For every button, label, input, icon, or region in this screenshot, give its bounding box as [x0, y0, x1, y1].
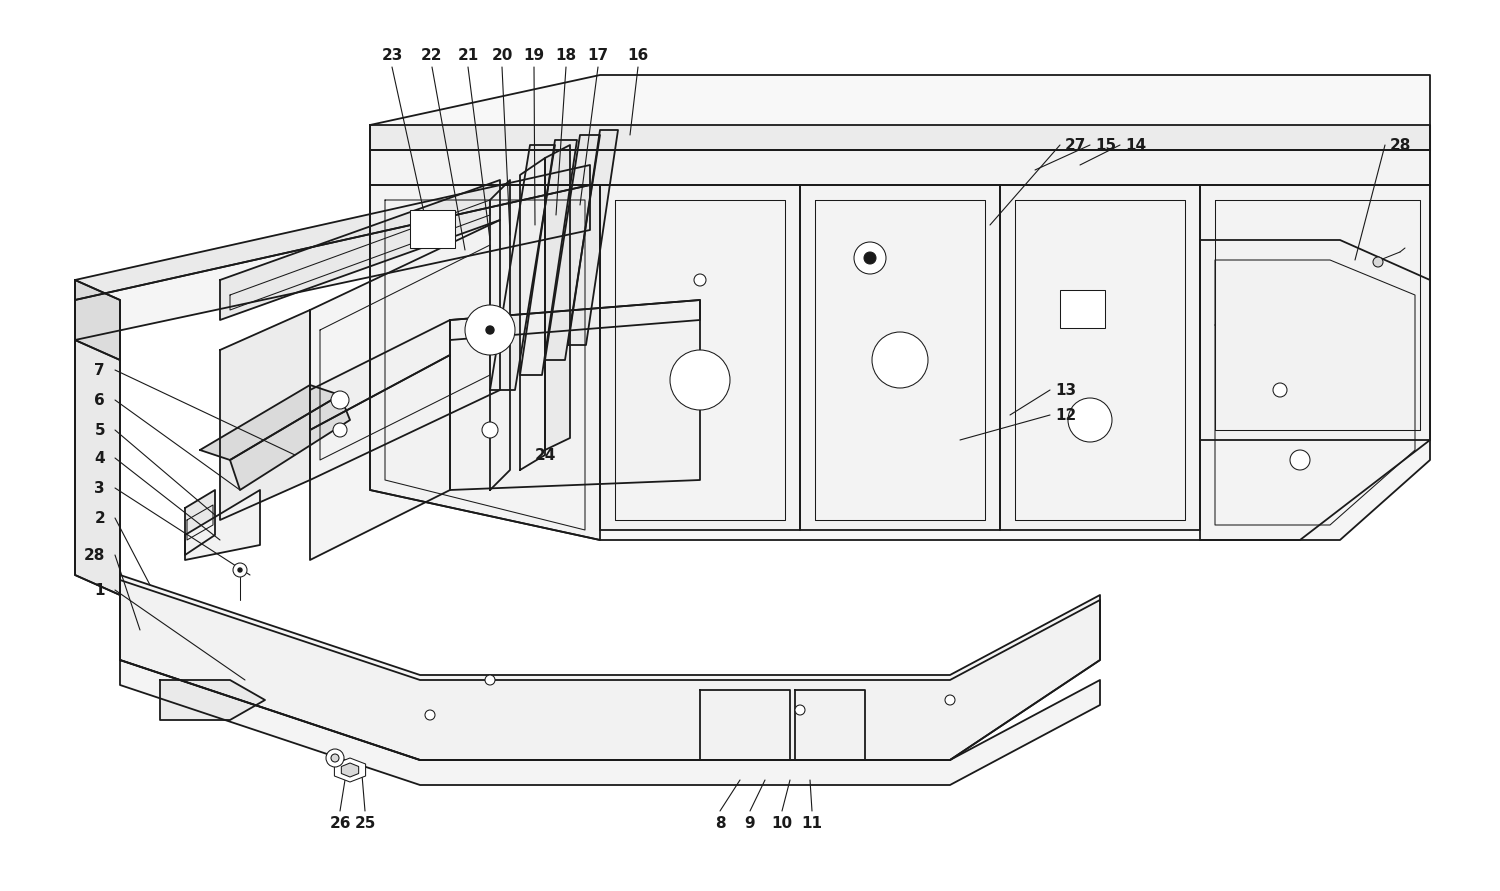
Polygon shape	[334, 758, 366, 782]
Text: 5: 5	[94, 422, 105, 437]
Polygon shape	[120, 575, 1100, 760]
Polygon shape	[490, 145, 555, 390]
Text: 25: 25	[354, 815, 375, 830]
Polygon shape	[544, 145, 570, 450]
Text: 3: 3	[94, 480, 105, 495]
Polygon shape	[1200, 240, 1429, 540]
Bar	[410, 210, 454, 248]
Polygon shape	[310, 355, 450, 560]
Circle shape	[1274, 383, 1287, 397]
Polygon shape	[800, 185, 1000, 530]
Text: 28: 28	[84, 547, 105, 562]
Text: 12: 12	[1054, 407, 1076, 422]
Polygon shape	[220, 180, 500, 320]
Circle shape	[332, 754, 339, 762]
Text: 9: 9	[744, 815, 756, 830]
Text: 7: 7	[94, 363, 105, 378]
Circle shape	[424, 710, 435, 720]
Circle shape	[333, 423, 346, 437]
Circle shape	[332, 391, 350, 409]
Polygon shape	[544, 135, 600, 360]
Text: 19: 19	[524, 47, 544, 62]
Polygon shape	[310, 320, 450, 430]
Circle shape	[232, 563, 248, 577]
Text: 24: 24	[534, 447, 555, 462]
Polygon shape	[450, 300, 700, 340]
Bar	[1060, 290, 1106, 328]
Polygon shape	[342, 763, 358, 777]
Circle shape	[670, 350, 730, 410]
Circle shape	[326, 749, 344, 767]
Polygon shape	[795, 690, 865, 760]
Circle shape	[484, 675, 495, 685]
Circle shape	[853, 242, 886, 274]
Text: 10: 10	[771, 815, 792, 830]
Text: 23: 23	[381, 47, 402, 62]
Text: 18: 18	[555, 47, 576, 62]
Polygon shape	[370, 75, 1430, 540]
Circle shape	[694, 274, 706, 286]
Text: 8: 8	[714, 815, 726, 830]
Text: 20: 20	[492, 47, 513, 62]
Polygon shape	[520, 158, 544, 470]
Circle shape	[465, 305, 514, 355]
Text: 17: 17	[588, 47, 609, 62]
Circle shape	[238, 568, 242, 572]
Circle shape	[871, 332, 928, 388]
Polygon shape	[75, 165, 590, 300]
Circle shape	[486, 326, 494, 334]
Text: 14: 14	[1125, 137, 1146, 152]
Polygon shape	[75, 340, 120, 595]
Polygon shape	[600, 185, 800, 530]
Polygon shape	[1000, 185, 1200, 530]
Polygon shape	[200, 385, 340, 460]
Text: 22: 22	[422, 47, 442, 62]
Polygon shape	[490, 180, 510, 490]
Polygon shape	[370, 125, 1430, 150]
Text: 27: 27	[1065, 137, 1086, 152]
Polygon shape	[700, 690, 790, 760]
Polygon shape	[1200, 185, 1429, 440]
Polygon shape	[120, 660, 1100, 785]
Text: 6: 6	[94, 393, 105, 407]
Text: 4: 4	[94, 451, 105, 465]
Polygon shape	[75, 280, 120, 595]
Text: 15: 15	[1095, 137, 1116, 152]
Polygon shape	[75, 280, 120, 360]
Polygon shape	[370, 185, 600, 540]
Text: 13: 13	[1054, 382, 1076, 397]
Circle shape	[482, 422, 498, 438]
Polygon shape	[220, 310, 310, 520]
Polygon shape	[370, 150, 1430, 185]
Circle shape	[1068, 398, 1112, 442]
Polygon shape	[75, 185, 590, 340]
Text: 11: 11	[801, 815, 822, 830]
Circle shape	[1290, 450, 1310, 470]
Circle shape	[945, 695, 956, 705]
Polygon shape	[310, 220, 500, 480]
Text: 21: 21	[458, 47, 478, 62]
Polygon shape	[230, 395, 350, 490]
Polygon shape	[450, 300, 700, 490]
Polygon shape	[520, 140, 578, 375]
Text: 2: 2	[94, 511, 105, 526]
Polygon shape	[184, 490, 214, 555]
Text: 1: 1	[94, 583, 105, 598]
Text: 16: 16	[627, 47, 648, 62]
Text: 28: 28	[1390, 137, 1411, 152]
Circle shape	[864, 252, 876, 264]
Circle shape	[1372, 257, 1383, 267]
Circle shape	[795, 705, 806, 715]
Polygon shape	[184, 490, 260, 560]
Polygon shape	[568, 130, 618, 345]
Polygon shape	[160, 680, 266, 720]
Text: 26: 26	[330, 815, 351, 830]
Polygon shape	[120, 580, 1100, 760]
